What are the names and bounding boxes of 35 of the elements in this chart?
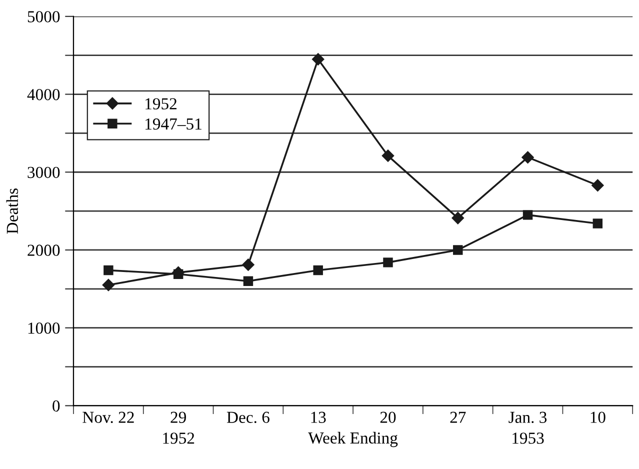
point <box>382 150 394 162</box>
y-tick-label: 3000 <box>28 166 60 178</box>
point <box>522 210 533 220</box>
y-tick-label: 4000 <box>27 88 60 100</box>
x-tick-label: 10 <box>590 412 606 423</box>
point <box>522 151 534 164</box>
text: 1952 <box>163 432 194 444</box>
legend-label: 1952 <box>146 98 176 110</box>
point <box>102 278 115 292</box>
legend-label: 1947–51 <box>146 118 202 130</box>
x-axis-title: Week Ending <box>308 432 398 448</box>
x-tick-label: Nov. 22 <box>82 412 134 424</box>
point <box>592 179 604 192</box>
point <box>173 269 184 279</box>
point <box>313 265 323 276</box>
y-tick-label: 5000 <box>28 11 60 22</box>
y-tick-label: 1000 <box>28 322 60 334</box>
x-tick-label: 13 <box>311 412 326 423</box>
point <box>104 265 114 276</box>
point <box>383 258 393 268</box>
x-tick-label: 29 <box>170 412 186 423</box>
x-tick-label: 27 <box>450 412 466 423</box>
point <box>453 245 463 255</box>
text: 1953 <box>512 432 544 444</box>
x-tick-label: Jan. 3 <box>508 412 547 424</box>
point <box>592 218 603 228</box>
point <box>242 258 254 271</box>
x-tick-label: Dec. 6 <box>226 412 270 424</box>
x-tick-label: 20 <box>380 412 396 423</box>
y-tick-label: 0 <box>52 400 60 412</box>
y-tick-label: 2000 <box>28 244 60 256</box>
point <box>243 276 254 286</box>
point <box>312 53 324 66</box>
point <box>452 212 464 224</box>
y-axis-title: Deaths <box>6 188 18 234</box>
